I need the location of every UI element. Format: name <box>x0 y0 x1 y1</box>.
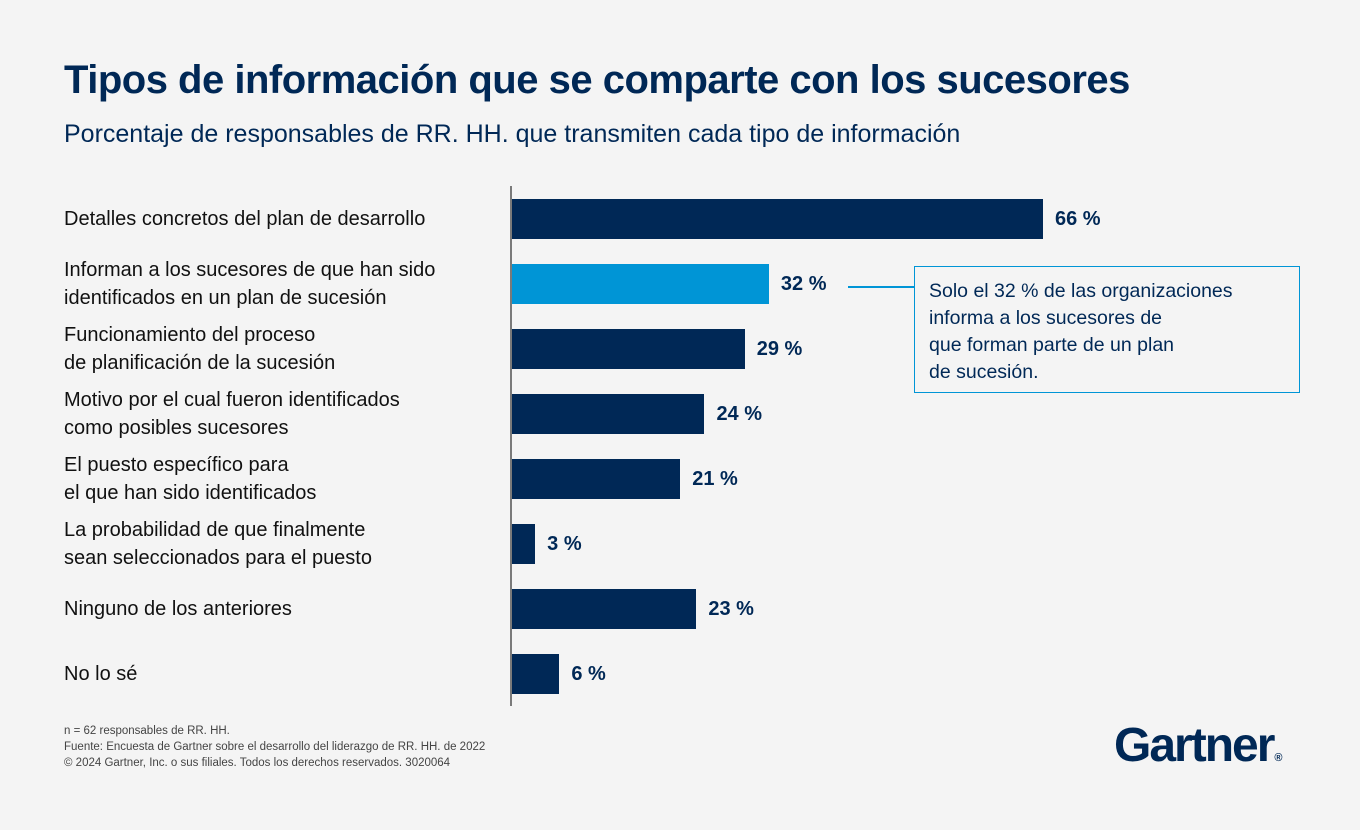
category-label: Detalles concretos del plan de desarroll… <box>64 191 504 247</box>
bar-value-label: 21 % <box>692 468 738 490</box>
logo-text: Gartner <box>1114 719 1275 772</box>
registered-mark: ® <box>1274 752 1283 764</box>
bar <box>511 654 560 694</box>
category-label-line: sean seleccionados para el puesto <box>64 547 372 569</box>
bar-value-label: 6 % <box>571 663 606 685</box>
category-label: Motivo por el cual fueron identificados c… <box>64 386 504 442</box>
category-label: Ninguno de los anteriores <box>64 581 504 637</box>
gartner-logo: Gartner® <box>1114 718 1283 773</box>
bar-value-label: 66 % <box>1054 208 1101 230</box>
bar <box>511 264 769 304</box>
chart-title: Tipos de información que se comparte con… <box>64 58 1130 102</box>
callout-connector-line <box>848 286 914 288</box>
category-label-line: Detalles concretos del plan de desarroll… <box>64 208 426 230</box>
bar-value-label: 23 % <box>708 598 754 620</box>
callout-line: de sucesión. <box>929 361 1039 383</box>
category-label: La probabilidad de que finalmente sean se… <box>64 516 504 572</box>
bar <box>511 524 536 564</box>
category-label-line: Informan a los sucesores de que han sido <box>64 259 436 281</box>
category-label: El puesto específico para el que han sido… <box>64 451 504 507</box>
category-label: No lo sé <box>64 646 504 702</box>
bar-value-label: 3 % <box>547 533 582 555</box>
bar <box>511 329 745 369</box>
category-axis-line <box>510 186 512 706</box>
category-label-line: El puesto específico para <box>64 454 289 476</box>
category-label-line: Funcionamiento del proceso <box>64 324 316 346</box>
bar-value-label: 29 % <box>756 338 803 360</box>
category-label-line: de planificación de la sucesión <box>64 352 336 374</box>
footnote-copyright: © 2024 Gartner, Inc. o sus filiales. Tod… <box>64 757 451 769</box>
callout-line: Solo el 32 % de las organizaciones <box>929 280 1233 302</box>
footnote-sample-size: n = 62 responsables de RR. HH. <box>64 725 230 737</box>
category-label-line: el que han sido identificados <box>64 482 317 504</box>
category-label-line: Motivo por el cual fueron identificados <box>64 389 400 411</box>
bar <box>511 459 681 499</box>
callout-line: que forman parte de un plan <box>929 334 1175 356</box>
bar-value-label: 24 % <box>716 403 763 425</box>
category-label: Funcionamiento del proceso de planificaci… <box>64 321 504 377</box>
category-label-line: identificados en un plan de sucesión <box>64 287 387 309</box>
category-label-line: La probabilidad de que finalmente <box>64 519 366 541</box>
chart-subtitle: Porcentaje de responsables de RR. HH. qu… <box>64 120 961 148</box>
bar <box>511 589 697 629</box>
bar <box>511 199 1043 239</box>
category-label-line: como posibles sucesores <box>64 417 289 439</box>
bar-value-label: 32 % <box>780 273 827 295</box>
category-label-line: No lo sé <box>64 663 138 685</box>
callout-annotation: Solo el 32 % de las organizaciones infor… <box>914 266 1300 393</box>
callout-line: informa a los sucesores de <box>929 307 1163 329</box>
footnote-source: Fuente: Encuesta de Gartner sobre el des… <box>64 741 486 753</box>
category-label-line: Ninguno de los anteriores <box>64 598 292 620</box>
category-label: Informan a los sucesores de que han sido… <box>64 256 504 312</box>
bar <box>511 394 705 434</box>
